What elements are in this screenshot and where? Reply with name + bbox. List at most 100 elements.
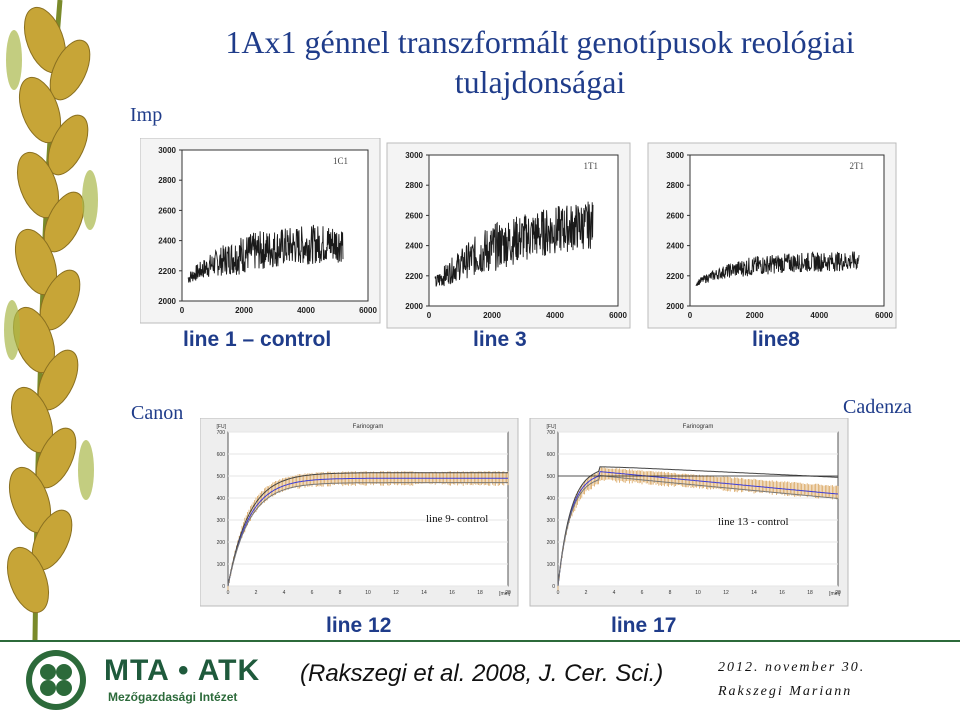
x-tick-label: 6 — [641, 590, 644, 596]
date: 2012. november 30. — [718, 660, 866, 675]
unit-y: [FU] — [217, 424, 227, 430]
y-tick-label: 2000 — [405, 302, 423, 311]
x-tick-label: 10 — [365, 590, 371, 596]
x-tick-label: 10 — [695, 590, 701, 596]
x-tick-label: 2 — [585, 590, 588, 596]
signal-trace — [695, 251, 860, 287]
caption-line8: line8 — [752, 328, 800, 351]
plot-area — [557, 431, 839, 587]
y-tick-label: 500 — [217, 474, 226, 480]
x-tick-label: 12 — [393, 590, 399, 596]
unit-y: [FU] — [547, 424, 557, 430]
x-tick-label: 4000 — [546, 311, 564, 320]
farinogram-curve — [227, 472, 508, 587]
imp-label: Imp — [130, 104, 163, 126]
y-tick-label: 2800 — [158, 176, 176, 185]
y-tick-label: 700 — [217, 430, 226, 436]
y-tick-label: 0 — [552, 584, 555, 590]
x-tick-label: 18 — [807, 590, 813, 596]
institute-name: Mezőgazdasági Intézet — [108, 690, 238, 704]
y-tick-label: 2200 — [666, 272, 684, 281]
x-tick-label: 2000 — [746, 311, 764, 320]
plot-area — [689, 154, 885, 307]
farinogram-curve — [557, 466, 838, 587]
caption-line1-control: line 1 – control — [183, 328, 332, 351]
y-tick-label: 700 — [547, 430, 556, 436]
signal-trace — [187, 224, 344, 283]
y-tick-label: 600 — [217, 452, 226, 458]
x-tick-label: 8 — [669, 590, 672, 596]
x-tick-label: 6000 — [359, 306, 377, 315]
farinogram-plots: Farinogram[FU][min]700600500400300200100… — [200, 418, 849, 607]
mta-atk-brand: MTA • ATK — [104, 654, 261, 687]
wheat-decoration — [0, 0, 110, 640]
x-tick-label: 0 — [180, 306, 185, 315]
y-tick-label: 2800 — [405, 181, 423, 190]
top-plot-2: 3000 2800 2600 2400 2200 2000 0 2000 4000 6000 1T1 — [386, 142, 631, 329]
plot-tag: 2T1 — [850, 161, 865, 171]
caption-line3: line 3 — [473, 328, 527, 351]
x-tick-label: 8 — [339, 590, 342, 596]
y-tick-label: 300 — [217, 518, 226, 524]
y-tick-label: 400 — [547, 496, 556, 502]
top-plots: 3000 2800 2600 2400 2200 2000 0 2000 4000 6000 1C1… — [140, 138, 897, 329]
y-tick-label: 2000 — [666, 302, 684, 311]
x-tick-label: 0 — [227, 590, 230, 596]
y-tick-label: 3000 — [666, 151, 684, 160]
y-tick-label: 500 — [547, 474, 556, 480]
top-plot-3: 3000 2800 2600 2400 2200 2000 0 2000 4000 6000 2T1 — [647, 142, 897, 329]
y-tick-label: 2000 — [158, 297, 176, 306]
x-tick-label: 6000 — [875, 311, 893, 320]
x-tick-label: 12 — [723, 590, 729, 596]
plot-tag: 1C1 — [333, 156, 348, 166]
farinogram-title: Farinogram — [353, 424, 384, 430]
x-tick-label: 14 — [421, 590, 427, 596]
y-tick-label: 300 — [547, 518, 556, 524]
x-tick-label: 6000 — [609, 311, 627, 320]
signal-trace — [434, 201, 594, 287]
caption-line12: line 12 — [326, 614, 392, 637]
citation: (Rakszegi et al. 2008, J. Cer. Sci.) — [300, 660, 664, 687]
y-tick-label: 400 — [217, 496, 226, 502]
x-tick-label: 16 — [779, 590, 785, 596]
x-tick-label: 4 — [283, 590, 286, 596]
x-tick-label: 4000 — [810, 311, 828, 320]
x-tick-label: 0 — [557, 590, 560, 596]
x-tick-label: 0 — [427, 311, 432, 320]
unit-x: [min] — [829, 591, 840, 597]
slide-title: 1Ax1 génnel transzformált genotípusok re… — [225, 24, 855, 100]
y-tick-label: 2800 — [666, 181, 684, 190]
y-tick-label: 2600 — [666, 211, 684, 220]
mta-logo-icon — [26, 650, 86, 710]
y-tick-label: 2600 — [158, 206, 176, 215]
y-tick-label: 2200 — [405, 272, 423, 281]
x-tick-label: 20 — [835, 590, 841, 596]
x-tick-label: 20 — [505, 590, 511, 596]
x-tick-label: 2000 — [483, 311, 501, 320]
plot-area — [181, 149, 369, 302]
caption-line17: line 17 — [611, 614, 677, 637]
y-tick-label: 2400 — [666, 242, 684, 251]
annotation-control: line 13 - control — [718, 516, 789, 528]
y-tick-label: 100 — [547, 562, 556, 568]
canon-label: Canon — [131, 402, 184, 424]
top-plot-1: 3000 2800 2600 2400 2200 2000 0 2000 4000 6000 1C1 — [140, 138, 381, 324]
footer-divider — [0, 640, 960, 642]
x-tick-label: 6 — [311, 590, 314, 596]
x-tick-label: 4000 — [297, 306, 315, 315]
plot-tag: 1T1 — [584, 161, 599, 171]
y-tick-label: 2200 — [158, 267, 176, 276]
y-tick-label: 600 — [547, 452, 556, 458]
farinogram-curve — [227, 477, 508, 587]
cadenza-label: Cadenza — [843, 396, 912, 418]
y-tick-label: 2400 — [405, 242, 423, 251]
y-tick-label: 3000 — [405, 151, 423, 160]
x-tick-label: 0 — [688, 311, 693, 320]
y-tick-label: 2600 — [405, 211, 423, 220]
unit-x: [min] — [499, 591, 510, 597]
author: Rakszegi Mariann — [718, 684, 853, 699]
y-tick-label: 2400 — [158, 237, 176, 246]
y-tick-label: 0 — [222, 584, 225, 590]
x-tick-label: 2 — [255, 590, 258, 596]
x-tick-label: 14 — [751, 590, 757, 596]
